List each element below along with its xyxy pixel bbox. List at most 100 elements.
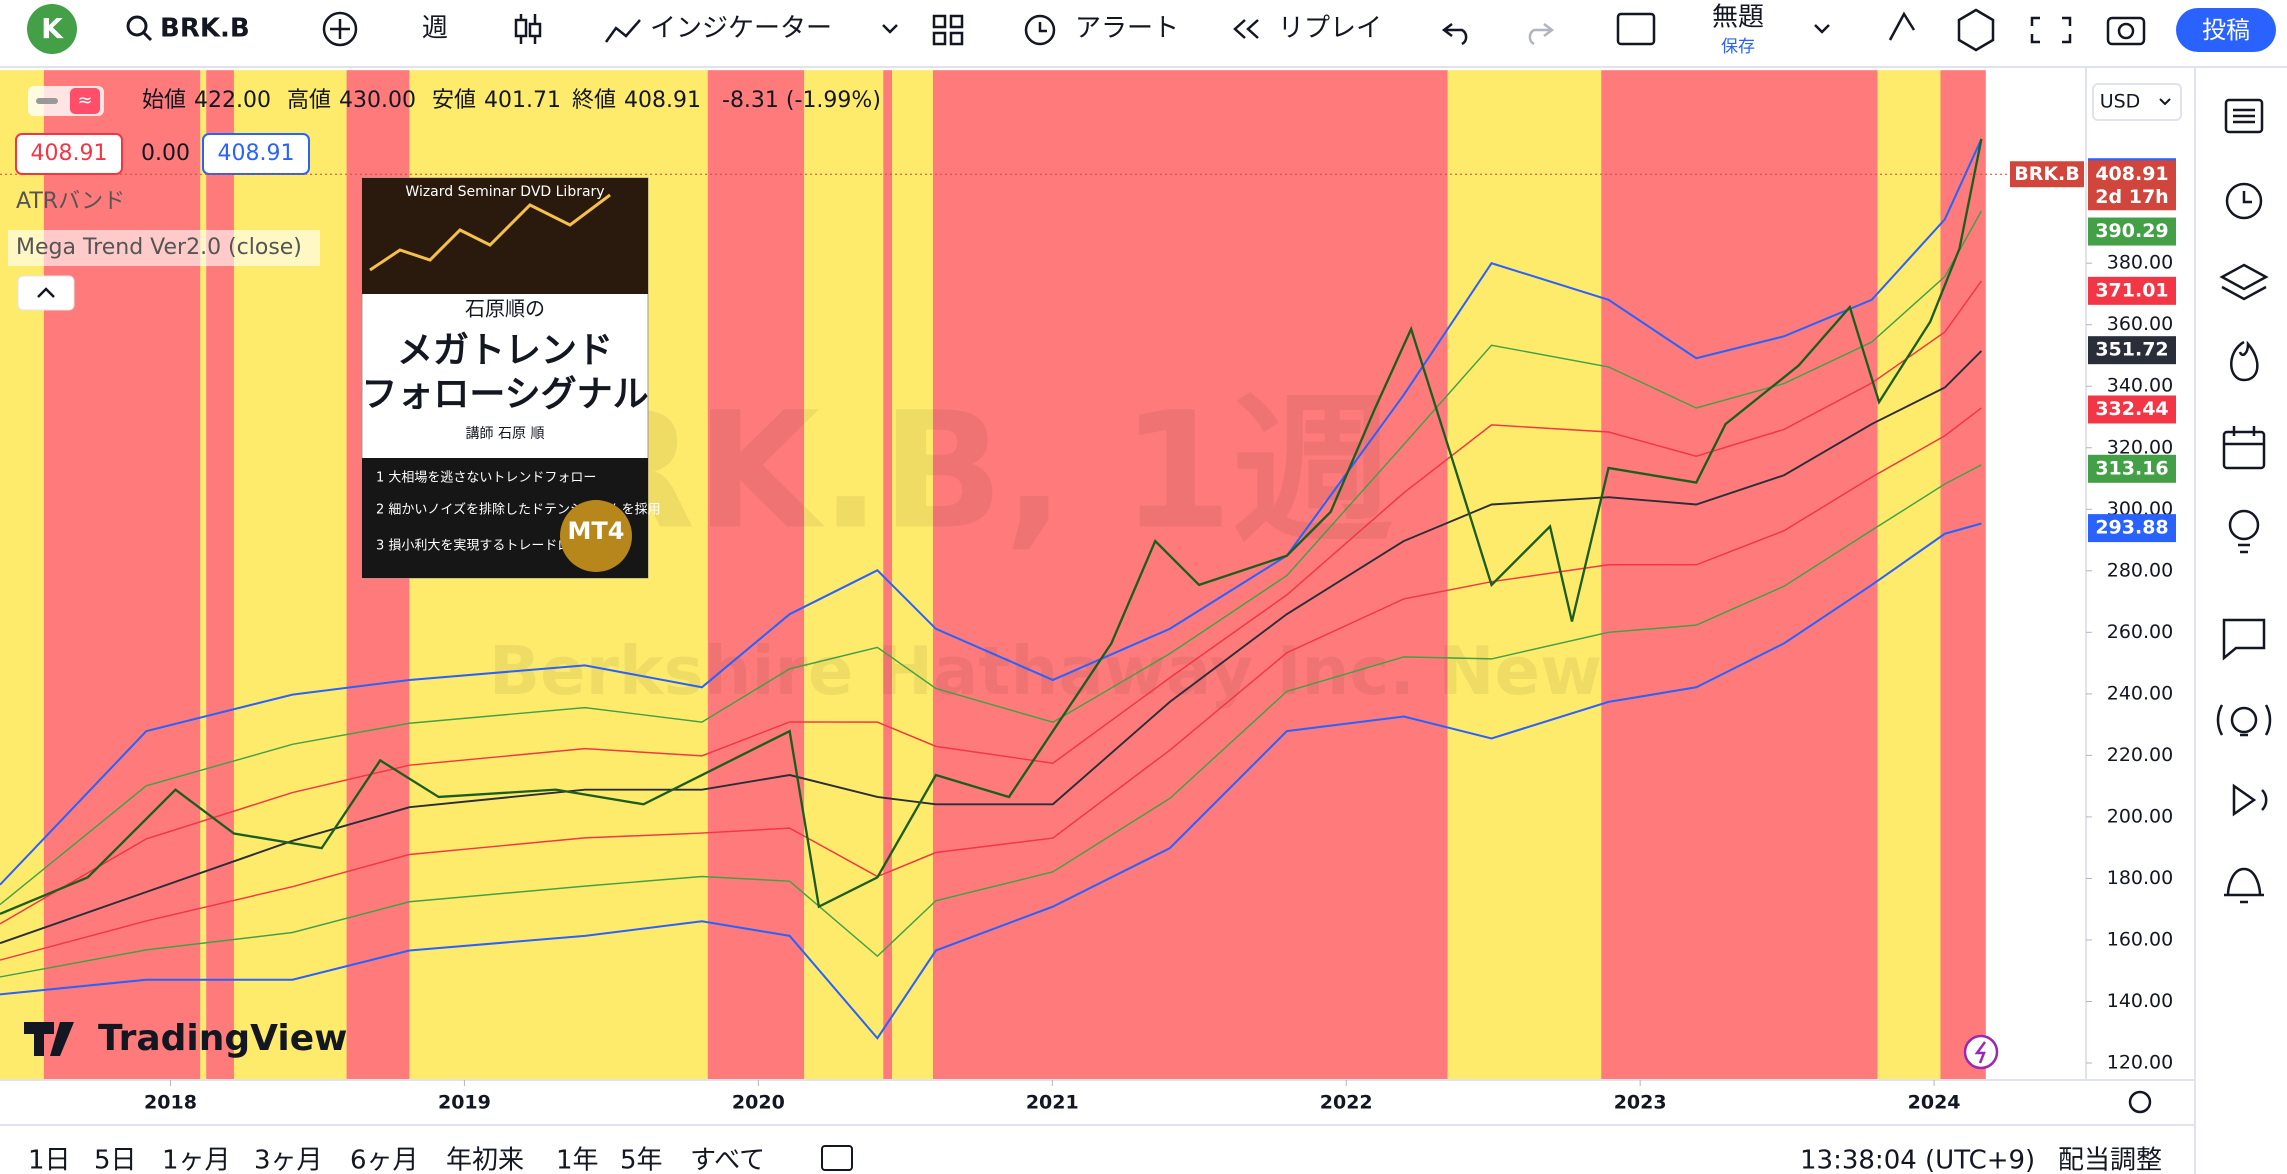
svg-text:≈: ≈ xyxy=(77,90,92,111)
x-tick-label: 2018 xyxy=(144,1092,197,1114)
symbol-tag-label: BRK.B xyxy=(2014,163,2080,185)
ad-title-1: メガトレンド xyxy=(397,330,613,371)
spread: 0.00 xyxy=(141,141,190,166)
save-label[interactable]: 保存 xyxy=(1721,37,1755,57)
range-button[interactable]: すべて xyxy=(690,1146,765,1174)
range-button[interactable]: 5日 xyxy=(94,1146,137,1174)
y-tick-label: 340.00 xyxy=(2107,375,2173,397)
legend-change: -8.31 (-1.99%) xyxy=(722,88,881,113)
price-tag-label: 313.16 xyxy=(2095,457,2168,479)
y-tick-label: 140.00 xyxy=(2107,990,2173,1012)
x-tick-label: 2024 xyxy=(1908,1092,1961,1114)
price-tag-label: 293.88 xyxy=(2095,517,2168,539)
indicator-line xyxy=(0,464,1982,978)
legend-low-label: 安値 xyxy=(432,88,476,113)
price-tag xyxy=(2088,395,2176,424)
layout-button[interactable] xyxy=(1616,12,1656,46)
legend-low: 401.71 xyxy=(484,88,561,113)
y-tick-label: 240.00 xyxy=(2107,682,2173,704)
regime-bands xyxy=(0,70,1986,1080)
price-tag-label: 390.29 xyxy=(2095,220,2168,242)
top-toolbar xyxy=(0,0,2287,67)
price-line xyxy=(0,138,1983,916)
price-tag xyxy=(2088,217,2176,246)
clock[interactable]: 13:38:04 (UTC+9) xyxy=(1800,1146,2035,1174)
ad-book-cover[interactable]: Wizard Seminar DVD Library 石原順の メガトレンド フ… xyxy=(361,177,661,579)
ad-mt4: MT4 xyxy=(568,517,625,545)
price-tag xyxy=(2088,454,2176,483)
bid-price[interactable]: 408.91 xyxy=(31,141,108,166)
y-tick-label: 320.00 xyxy=(2107,436,2173,458)
ad-point-3: 3 損小利大を実現するトレードロジック xyxy=(376,538,609,554)
y-tick-label: 360.00 xyxy=(2107,313,2173,335)
legend-high-label: 高値 xyxy=(287,88,331,113)
indicator-line xyxy=(0,522,1982,1040)
publish-label: 投稿 xyxy=(2202,16,2250,44)
avatar-letter: K xyxy=(41,12,64,45)
layout-name[interactable]: 無題 xyxy=(1712,3,1764,33)
indicator-line xyxy=(0,138,1983,886)
right-sidebar xyxy=(2216,98,2272,904)
indicators-button[interactable]: インジケーター xyxy=(650,14,832,44)
legend-high: 430.00 xyxy=(339,88,416,113)
avatar[interactable] xyxy=(27,4,77,54)
countdown-label: 2d 17h xyxy=(2095,186,2168,208)
range-button[interactable]: 5年 xyxy=(620,1146,663,1174)
price-tag xyxy=(2088,514,2176,543)
y-tick-label: 200.00 xyxy=(2107,805,2173,827)
replay-button[interactable]: リプレイ xyxy=(1278,14,1382,44)
price-tag-label: 351.72 xyxy=(2095,339,2168,361)
symbol-tag xyxy=(2010,161,2084,188)
y-tick-label: 260.00 xyxy=(2107,621,2173,643)
y-tick-label: 160.00 xyxy=(2107,928,2173,950)
ad-title-2: フォローシグナル xyxy=(361,374,648,415)
ad-point-1: 1 大相場を逃さないトレンドフォロー xyxy=(376,471,596,486)
range-button[interactable]: 年初来 xyxy=(446,1146,524,1174)
y-tick-label: 120.00 xyxy=(2107,1052,2173,1074)
legend-close: 408.91 xyxy=(624,88,701,113)
price-tag-label: 332.44 xyxy=(2095,398,2168,420)
price-tag-label: 371.01 xyxy=(2095,279,2168,301)
ask-price[interactable]: 408.91 xyxy=(218,141,295,166)
indicator-line xyxy=(0,407,1982,961)
range-button[interactable]: 3ヶ月 xyxy=(254,1146,323,1174)
chart-plot: BRK.B, 1週 Berkshire Hathaway Inc. New xyxy=(0,70,1986,1080)
currency-label: USD xyxy=(2100,91,2141,113)
redo xyxy=(1528,23,1555,46)
dividend-adjust[interactable]: 配当調整 xyxy=(2058,1146,2162,1174)
indicator-line xyxy=(0,280,1983,925)
price-tag xyxy=(2088,160,2176,211)
ad-lecturer: 講師 石原 順 xyxy=(466,426,545,442)
compare-button[interactable] xyxy=(322,11,358,47)
range-button[interactable]: 1ヶ月 xyxy=(162,1146,231,1174)
time-axis xyxy=(0,1080,2086,1124)
price-tag xyxy=(2088,276,2176,305)
collapse-button[interactable] xyxy=(17,275,75,311)
range-button[interactable]: 1日 xyxy=(28,1146,71,1174)
legend-close-label: 終値 xyxy=(572,88,616,113)
x-tick-label: 2020 xyxy=(732,1092,785,1114)
x-tick-label: 2022 xyxy=(1320,1092,1373,1114)
range-button[interactable]: 1年 xyxy=(556,1146,599,1174)
legend-open-label: 始値 xyxy=(142,88,186,113)
ad-author-title: 石原順の xyxy=(465,297,545,321)
indicator-mega-trend[interactable]: Mega Trend Ver2.0 (close) xyxy=(16,235,302,260)
x-tick-label: 2023 xyxy=(1614,1092,1667,1114)
publish-button[interactable] xyxy=(2176,8,2276,52)
indicator-atr[interactable]: ATRバンド xyxy=(16,189,125,214)
x-tick-label: 2021 xyxy=(1026,1092,1079,1114)
x-tick-label: 2019 xyxy=(438,1092,491,1114)
ad-series: Wizard Seminar DVD Library xyxy=(405,184,604,200)
indicator-line xyxy=(0,350,1983,945)
interval-button[interactable]: 週 xyxy=(422,14,448,44)
price-tag-label: 408.91 xyxy=(2095,163,2168,185)
y-tick-label: 380.00 xyxy=(2107,252,2173,274)
alert-button[interactable]: アラート xyxy=(1075,14,1179,44)
undo[interactable] xyxy=(1441,23,1468,46)
tradingview-logo[interactable]: TradingView xyxy=(98,1018,347,1059)
range-button[interactable]: 6ヶ月 xyxy=(350,1146,419,1174)
watermark-name: Berkshire Hathaway Inc. New xyxy=(489,632,1602,710)
currency-select[interactable] xyxy=(2092,83,2182,121)
symbol-search[interactable]: BRK.B xyxy=(160,14,250,44)
